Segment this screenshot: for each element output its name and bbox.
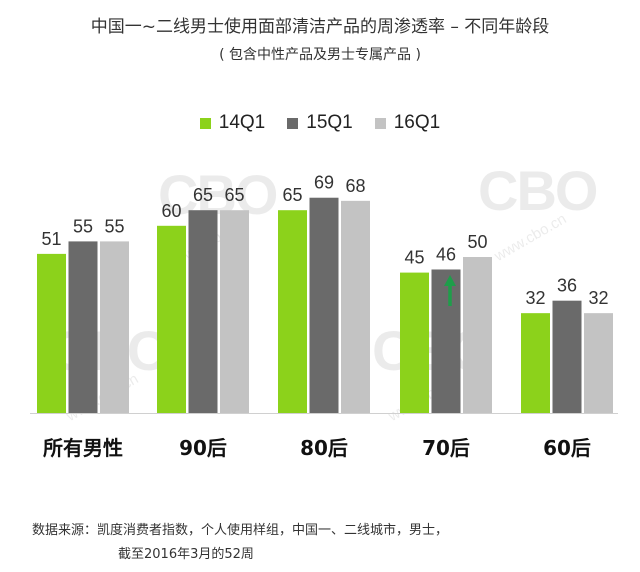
data-label-post-90s-16q1: 65 [224, 185, 244, 205]
x-tick-label-post-90s: 90后 [179, 436, 227, 460]
x-tick-label-post-70s: 70后 [422, 436, 470, 460]
legend-swatch-14q1 [199, 117, 211, 129]
footnote-label: 数据来源： [32, 523, 98, 538]
data-label-post-80s-15q1: 69 [314, 173, 334, 193]
data-label-all-men-14q1: 51 [41, 229, 61, 249]
legend-label-14q1: 14Q1 [218, 112, 266, 133]
bar-post-80s-14q1 [278, 210, 307, 413]
footnote: 数据来源：凯度消费者指数，个人使用样组，中国一、二线城市，男士， 截至2016年… [32, 519, 448, 567]
data-label-post-60s-15q1: 36 [557, 276, 577, 296]
bar-all-men-15q1 [68, 241, 98, 413]
data-label-post-70s-16q1: 50 [467, 232, 487, 252]
bar-post-80s-16q1 [341, 200, 370, 413]
x-tick-label-post-60s: 60后 [543, 436, 591, 460]
bar-post-70s-16q1 [463, 257, 492, 413]
bar-all-men-16q1 [100, 241, 129, 413]
data-label-all-men-16q1: 55 [104, 216, 124, 236]
bar-post-90s-15q1 [188, 210, 218, 413]
legend-swatch-16q1 [374, 117, 386, 129]
data-label-post-60s-14q1: 32 [525, 288, 545, 308]
legend-label-15q1: 15Q1 [306, 112, 353, 133]
legend-swatch-15q1 [287, 117, 299, 129]
bar-post-60s-16q1 [584, 313, 613, 413]
bar-post-90s-16q1 [220, 210, 249, 413]
data-label-all-men-15q1: 55 [73, 216, 93, 236]
x-tick-label-all-men: 所有男性 [43, 436, 123, 460]
chart-title: 中国一~二线男士使用面部清洁产品的周渗透率 – 不同年龄段 [90, 17, 550, 37]
legend-label-16q1: 16Q1 [393, 112, 441, 133]
data-label-post-70s-14q1: 45 [404, 248, 424, 268]
bar-post-70s-15q1 [431, 269, 461, 413]
legend-item-15q1: 15Q1 [287, 112, 353, 134]
bar-post-80s-15q1 [309, 197, 339, 413]
data-label-post-60s-16q1: 32 [588, 288, 608, 308]
data-label-post-80s-14q1: 65 [282, 185, 302, 205]
legend: 14Q1 15Q1 16Q1 [0, 112, 640, 134]
bar-all-men-14q1 [37, 253, 66, 413]
up-arrow-icon [444, 275, 456, 306]
bar-post-60s-15q1 [552, 300, 582, 413]
data-label-post-90s-15q1: 65 [193, 185, 213, 205]
bar-post-90s-14q1 [157, 225, 186, 413]
legend-item-14q1: 14Q1 [199, 112, 266, 134]
bar-post-60s-14q1 [521, 313, 550, 413]
footnote-line1: 凯度消费者指数，个人使用样组，中国一、二线城市，男士， [97, 523, 449, 538]
x-tick-label-post-80s: 80后 [300, 436, 348, 460]
data-label-post-90s-14q1: 60 [161, 201, 181, 221]
chart-subtitle: ( 包含中性产品及男士专属产品 ) [219, 47, 421, 63]
legend-item-16q1: 16Q1 [374, 112, 441, 134]
footnote-line2: 截至2016年3月的52周 [118, 547, 254, 562]
bar-post-70s-14q1 [400, 272, 429, 413]
data-label-post-70s-15q1: 46 [436, 244, 456, 264]
data-label-post-80s-16q1: 68 [345, 176, 365, 196]
